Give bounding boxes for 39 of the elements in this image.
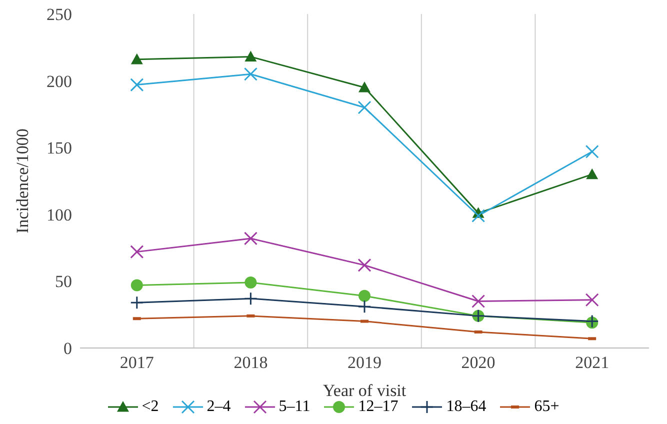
point xyxy=(130,78,144,92)
point xyxy=(130,296,144,310)
x-tick-label: 2017 xyxy=(120,353,154,372)
point xyxy=(244,50,257,62)
point xyxy=(358,81,370,92)
x-tick-label: 2020 xyxy=(461,353,496,372)
y-tick-label: 250 xyxy=(46,5,72,24)
point xyxy=(244,276,257,289)
point xyxy=(358,300,372,314)
x-tick-label: 2021 xyxy=(575,353,610,372)
x-tick-label: 2018 xyxy=(234,353,268,372)
legend-label: 2–4 xyxy=(206,398,231,416)
point xyxy=(586,168,598,180)
point xyxy=(358,290,370,302)
x-axis-title: Year of visit xyxy=(322,381,406,400)
legend-label: 18–64 xyxy=(446,398,486,416)
legend-label: 12–17 xyxy=(358,398,398,416)
y-tick-label: 50 xyxy=(55,272,72,292)
point xyxy=(130,245,144,259)
point xyxy=(585,144,599,158)
legend-label: 65+ xyxy=(534,398,560,416)
point xyxy=(130,53,143,64)
y-tick-label: 150 xyxy=(46,138,72,158)
legend-label: 5–11 xyxy=(278,398,310,416)
y-tick-label: 200 xyxy=(46,72,72,91)
point xyxy=(244,292,258,306)
point xyxy=(244,232,258,246)
y-tick-label: 100 xyxy=(46,205,72,224)
x-tick-label: 2019 xyxy=(348,353,382,372)
y-tick-label: 0 xyxy=(64,339,72,358)
point xyxy=(585,293,599,307)
legend-label: <2 xyxy=(142,398,159,416)
point xyxy=(244,67,258,81)
point xyxy=(358,258,372,272)
point xyxy=(472,208,486,222)
point xyxy=(358,100,372,114)
point xyxy=(472,294,486,308)
point xyxy=(130,279,143,292)
y-axis-title: Incidence/1000 xyxy=(13,128,32,234)
